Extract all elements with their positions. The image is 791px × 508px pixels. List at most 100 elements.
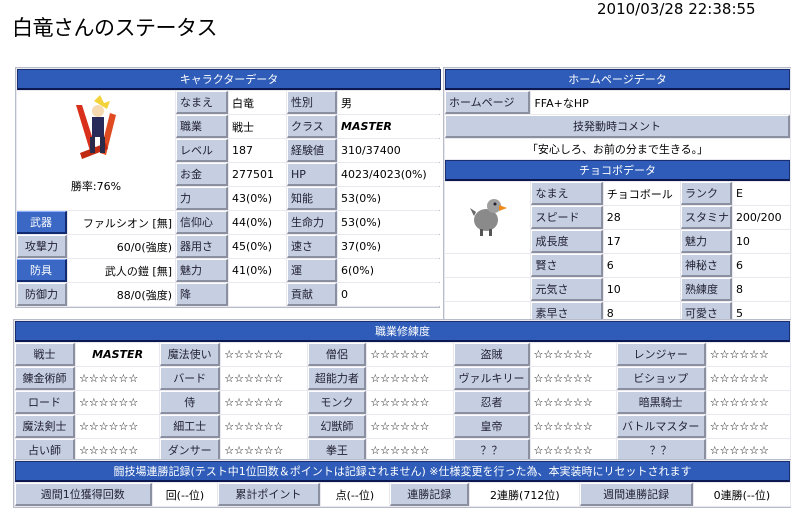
job-mastery-value: ☆☆☆☆☆☆ xyxy=(530,415,616,438)
job-mastery-value: ☆☆☆☆☆☆ xyxy=(367,391,454,414)
stat-label: 性別 xyxy=(287,91,337,114)
stat-label: HP xyxy=(287,163,337,186)
job-label: 侍 xyxy=(160,391,221,414)
skill-comment: 「安心しろ、お前の分まで生きる。」 xyxy=(445,139,790,159)
job-mastery-value: ☆☆☆☆☆☆ xyxy=(221,343,308,366)
table-row: 防御力 88/0(強度) 降 貢献 0 xyxy=(17,283,442,306)
table-row: 職業 戦士 クラス MASTER xyxy=(17,115,442,138)
stat-value: 男 xyxy=(338,91,442,114)
stat-value: 53(0%) xyxy=(338,187,442,210)
stat-label: 力 xyxy=(176,187,228,210)
chocobo-stat-label: スピード xyxy=(531,206,603,229)
table-row: チョコボデータ xyxy=(445,160,790,181)
table-row: 闘技場連勝記録(テスト中1位回数＆ポイントは記録されません) ※仕様変更を行った… xyxy=(15,461,790,482)
timestamp: 2010/03/28 22:38:55 xyxy=(597,0,756,18)
stat-value: 187 xyxy=(229,139,286,162)
stat-label: 貢献 xyxy=(287,283,337,306)
homepage-data-panel: ホームページデータ ホームページ FFA+なHP 技発動時コメント 「安心しろ、お前の分… xyxy=(443,67,791,351)
stat-value: 0 xyxy=(338,283,442,306)
arena-label: 連勝記録 xyxy=(390,483,470,506)
character-data-header: キャラクターデータ xyxy=(17,69,442,90)
job-mastery-value: ☆☆☆☆☆☆ xyxy=(706,367,790,390)
stat-label: 経験値 xyxy=(287,139,337,162)
stat-value: 戦士 xyxy=(229,115,286,138)
arena-label: 累計ポイント xyxy=(218,483,320,506)
chocobo-stat-label: 神秘さ xyxy=(681,254,732,277)
table-row: レベル 187 経験値 310/37400 xyxy=(17,139,442,162)
table-row: 防具 武人の鎧 [無] 魅力 41(0%) 運 6(0%) xyxy=(17,259,442,282)
job-label: バトルマスター xyxy=(616,415,706,438)
table-row: スピード 28 スタミナ 200/200 xyxy=(445,206,790,229)
arena-label: 週間1位獲得回数 xyxy=(15,483,152,506)
chocobo-stat-value: 6 xyxy=(732,254,790,277)
job-label: 錬金術師 xyxy=(15,367,76,390)
table-row: 技発動時コメント xyxy=(445,115,790,138)
job-mastery-value: ☆☆☆☆☆☆ xyxy=(221,367,308,390)
stat-value: 6(0%) xyxy=(338,259,442,282)
equipment-value: 88/0(強度) xyxy=(68,283,175,306)
table-row: 勝率:76% なまえ 白竜 性別男 xyxy=(17,91,442,210)
job-mastery-value: ☆☆☆☆☆☆ xyxy=(221,391,308,414)
job-label: 忍者 xyxy=(454,391,530,414)
chocobo-stat-label: 成長度 xyxy=(531,230,603,253)
stat-value: 277501 xyxy=(229,163,286,186)
stat-value: 44(0%) xyxy=(229,211,286,234)
job-label: 魔法剣士 xyxy=(15,415,76,438)
table-row: 「安心しろ、お前の分まで生きる。」 xyxy=(445,139,790,159)
table-row: ホームページ FFA+なHP xyxy=(445,91,790,114)
chocobo-stat-value: 10 xyxy=(603,278,681,301)
stat-value: MASTER xyxy=(338,115,442,138)
stat-value: 41(0%) xyxy=(229,259,286,282)
job-label: ヴァルキリー xyxy=(454,367,530,390)
job-label: ロード xyxy=(15,391,76,414)
chocobo-stat-label: 元気さ xyxy=(531,278,603,301)
homepage-data-header: ホームページデータ xyxy=(445,69,790,90)
job-mastery-value: ☆☆☆☆☆☆ xyxy=(706,343,790,366)
arena-value: 0連勝(--位) xyxy=(693,483,790,506)
chocobo-stat-label: 魅力 xyxy=(681,230,732,253)
win-rate: 勝率:76% xyxy=(70,180,122,193)
table-row: 占い師 ☆☆☆☆☆☆ ダンサー ☆☆☆☆☆☆ 拳王 ☆☆☆☆☆☆？？ ☆☆☆☆☆☆？？ ☆☆☆… xyxy=(15,439,790,462)
equipment-0-button[interactable]: 武器 xyxy=(17,211,67,234)
job-label: 盗賊 xyxy=(454,343,530,366)
arena-value: 点(--位) xyxy=(320,483,390,506)
stat-label: 知能 xyxy=(287,187,337,210)
stat-value: 43(0%) xyxy=(229,187,286,210)
equipment-value: ファルシオン [無] xyxy=(68,211,175,234)
stat-label: レベル xyxy=(176,139,228,162)
job-label: 僧侶 xyxy=(308,343,367,366)
stat-label: 職業 xyxy=(176,115,228,138)
stat-label: 魅力 xyxy=(176,259,228,282)
table-row: 職業修練度 xyxy=(15,321,790,342)
stat-label: 降 xyxy=(176,283,228,306)
arena-record-header: 闘技場連勝記録(テスト中1位回数＆ポイントは記録されません) ※仕様変更を行った… xyxy=(15,461,790,482)
stat-value: 45(0%) xyxy=(229,235,286,258)
table-row: 週間1位獲得回数 回(--位) 累計ポイント 点(--位) 連勝記録 2連勝(712位) 週… xyxy=(15,483,790,506)
table-row: 成長度 17 魅力 10 xyxy=(445,230,790,253)
chocobo-stat-label: スタミナ xyxy=(681,206,732,229)
table-row: 魔法剣士 ☆☆☆☆☆☆ 細工士 ☆☆☆☆☆☆ 幻獣師 ☆☆☆☆☆☆ 皇帝 ☆☆☆☆☆☆ バトルマ… xyxy=(15,415,790,438)
chocobo-stat-value: チョコボール xyxy=(603,182,681,205)
job-mastery-value: ☆☆☆☆☆☆ xyxy=(530,343,616,366)
arena-value: 2連勝(712位) xyxy=(470,483,580,506)
character-data-panel: キャラクターデータ 勝率:76% なまえ 白竜 性別男職業 戦士 クラス MASTER レベル 1… xyxy=(15,67,442,308)
job-mastery-value: ☆☆☆☆☆☆ xyxy=(76,415,160,438)
stat-value xyxy=(229,283,286,306)
table-row: 攻撃力 60/0(強度) 器用さ 45(0%) 速さ 37(0%) xyxy=(17,235,442,258)
job-mastery-value: ☆☆☆☆☆☆ xyxy=(367,367,454,390)
job-mastery-value: ☆☆☆☆☆☆ xyxy=(367,343,454,366)
job-label: モンク xyxy=(308,391,367,414)
job-mastery-value: ☆☆☆☆☆☆ xyxy=(76,391,160,414)
chocobo-stat-value: 6 xyxy=(603,254,681,277)
table-row: ロード ☆☆☆☆☆☆ 侍 ☆☆☆☆☆☆ モンク ☆☆☆☆☆☆ 忍者 ☆☆☆☆☆☆ 暗黒騎士 ☆☆☆… xyxy=(15,391,790,414)
job-label: 超能力者 xyxy=(308,367,367,390)
job-mastery-value: ☆☆☆☆☆☆ xyxy=(530,391,616,414)
chocobo-stat-label: ランク xyxy=(681,182,732,205)
stat-label: お金 xyxy=(176,163,228,186)
job-mastery-value: ☆☆☆☆☆☆ xyxy=(76,439,160,462)
table-row: キャラクターデータ xyxy=(17,69,442,90)
table-row: お金 277501 HP 4023/4023(0%) xyxy=(17,163,442,186)
table-row: 元気さ 10 熟練度 8 xyxy=(445,278,790,301)
equipment-2-button[interactable]: 防具 xyxy=(17,259,67,282)
homepage-link[interactable]: FFA+なHP xyxy=(531,91,790,114)
